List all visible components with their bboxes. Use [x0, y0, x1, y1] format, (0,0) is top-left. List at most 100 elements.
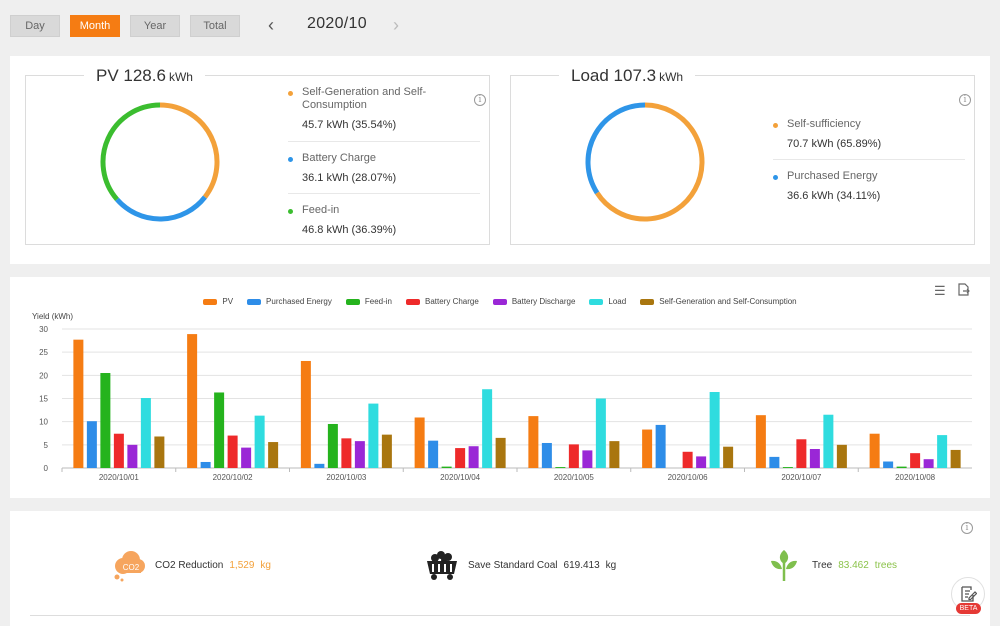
chart-bar[interactable]	[755, 415, 766, 468]
chart-bar[interactable]	[910, 453, 921, 468]
chart-bar[interactable]	[896, 466, 907, 468]
chart-bar[interactable]	[140, 398, 151, 468]
stat-unit: kg	[605, 559, 617, 571]
chart-bar[interactable]	[127, 444, 138, 468]
chart-bar[interactable]	[609, 441, 620, 468]
stat-unit: kg	[260, 559, 271, 571]
info-icon[interactable]: i	[961, 522, 973, 534]
x-tick-label: 2020/10/04	[440, 473, 481, 482]
chart-bar[interactable]	[300, 360, 311, 468]
chart-bar[interactable]	[937, 435, 948, 468]
chart-bar[interactable]	[341, 438, 352, 468]
chart-bar[interactable]	[869, 433, 880, 468]
chart-bar[interactable]	[642, 429, 653, 468]
chart-bar[interactable]	[314, 463, 325, 468]
chart-bar[interactable]	[154, 436, 165, 468]
chart-bar[interactable]	[414, 417, 425, 468]
tab-total[interactable]: Total	[190, 15, 240, 37]
chart-bar[interactable]	[883, 461, 894, 468]
chart-bar[interactable]	[441, 466, 452, 468]
chart-bar[interactable]	[950, 449, 961, 468]
chevron-left-icon[interactable]: ‹	[268, 15, 274, 35]
chart-bar[interactable]	[655, 424, 666, 468]
tab-day[interactable]: Day	[10, 15, 60, 37]
x-tick-label: 2020/10/01	[99, 473, 140, 482]
chart-bar[interactable]	[214, 392, 225, 468]
chart-bar[interactable]	[468, 446, 479, 468]
chart-bar[interactable]	[709, 392, 720, 468]
chart-bar[interactable]	[682, 451, 693, 468]
pv-legend-item: Feed-in 46.8 kWh (36.39%)	[288, 194, 480, 244]
tab-month[interactable]: Month	[70, 15, 120, 37]
chart-bar[interactable]	[582, 450, 593, 468]
legend-label: Battery Charge	[302, 152, 376, 164]
tree-stat: Tree 83.462 trees	[766, 547, 897, 583]
chart-bar[interactable]	[381, 434, 392, 468]
legend-value: 46.8 kWh (36.39%)	[302, 224, 397, 236]
chart-bar[interactable]	[541, 442, 552, 468]
chart-bar[interactable]	[796, 439, 807, 468]
chart-bar[interactable]	[696, 456, 707, 468]
chart-legend-item[interactable]: Battery Charge	[406, 297, 479, 306]
chart-bar[interactable]	[200, 461, 211, 468]
chart-bar[interactable]	[354, 441, 365, 468]
chart-bar[interactable]	[368, 403, 379, 468]
chart-bar[interactable]	[809, 449, 820, 468]
chart-bar[interactable]	[187, 334, 198, 468]
coal-cart-icon	[427, 551, 457, 580]
stat-label: CO2 Reduction	[155, 559, 224, 571]
export-file-icon[interactable]	[958, 283, 970, 299]
chart-legend-item[interactable]: Feed-in	[345, 297, 392, 306]
chart-bar[interactable]	[268, 442, 279, 468]
chart-legend-item[interactable]: Self-Generation and Self-Consumption	[640, 297, 797, 306]
pv-summary-box: PV 128.6 kWh i Self-Generation and Self-C…	[25, 66, 490, 245]
chart-bar[interactable]	[327, 423, 338, 468]
chart-bar[interactable]	[455, 448, 466, 468]
load-legend-item: Purchased Energy 36.6 kWh (34.11%)	[773, 160, 965, 210]
legend-label: Feed-in	[364, 297, 392, 306]
chart-bar[interactable]	[241, 447, 252, 468]
chart-bar[interactable]	[923, 459, 934, 468]
chart-bar[interactable]	[723, 446, 734, 468]
chart-bar[interactable]	[595, 398, 606, 469]
chart-bar[interactable]	[73, 339, 84, 468]
chart-bar[interactable]	[769, 456, 780, 468]
load-legend: Self-sufficiency 70.7 kWh (65.89%) Purch…	[773, 118, 965, 210]
chart-bar[interactable]	[782, 467, 793, 468]
info-icon[interactable]: i	[959, 94, 971, 106]
tree-icon	[771, 550, 797, 581]
load-title: Load 107.3 kWh	[559, 66, 696, 86]
chart-bar[interactable]	[568, 444, 579, 468]
chart-bar[interactable]	[100, 373, 111, 468]
chart-bar[interactable]	[254, 415, 265, 468]
chart-bar[interactable]	[528, 416, 539, 468]
chart-legend-item[interactable]: Battery Discharge	[492, 297, 575, 306]
chart-legend-item[interactable]: Purchased Energy	[247, 297, 332, 306]
legend-label: Self-sufficiency	[787, 118, 861, 130]
chart-bar[interactable]	[495, 437, 506, 468]
list-icon[interactable]: ☰	[934, 283, 946, 298]
chart-bar[interactable]	[113, 433, 124, 468]
chart-bar[interactable]	[555, 467, 566, 468]
chart-bar[interactable]	[86, 421, 97, 468]
info-icon[interactable]: i	[474, 94, 486, 106]
dot-icon	[288, 91, 293, 96]
tab-year[interactable]: Year	[130, 15, 180, 37]
chart-bar[interactable]	[428, 440, 439, 468]
legend-label: Purchased Energy	[266, 297, 332, 306]
chevron-right-icon[interactable]: ›	[393, 15, 399, 35]
chart-legend-item[interactable]: PV	[203, 297, 233, 306]
pv-legend-item: Self-Generation and Self-Consumption 45.…	[288, 86, 480, 142]
stat-label: Tree	[812, 559, 833, 571]
y-tick-label: 5	[44, 441, 49, 450]
legend-swatch	[406, 298, 420, 305]
chart-legend-item[interactable]: Load	[589, 297, 626, 306]
legend-value: 45.7 kWh (35.54%)	[302, 119, 397, 131]
chart-bar[interactable]	[482, 389, 493, 468]
chart-bar[interactable]	[227, 435, 238, 468]
stat-value: 619.413	[563, 559, 600, 571]
pv-legend-item: Battery Charge 36.1 kWh (28.07%)	[288, 142, 480, 194]
legend-swatch	[589, 298, 604, 305]
chart-bar[interactable]	[823, 414, 834, 468]
chart-bar[interactable]	[836, 444, 847, 468]
